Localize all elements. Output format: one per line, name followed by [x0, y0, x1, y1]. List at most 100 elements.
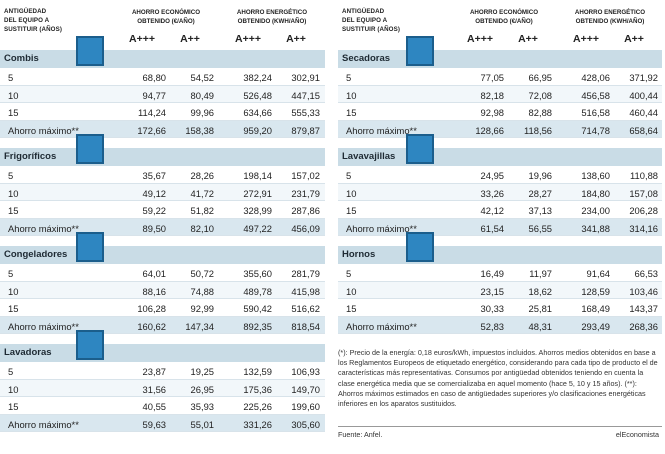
- value-cell: 287,86: [291, 205, 320, 216]
- table-row: 10 49,12 41,72 272,91 231,79: [0, 183, 325, 201]
- value-cell: 157,08: [629, 187, 658, 199]
- value-cell: 428,06: [581, 72, 610, 83]
- energy-header-line-2: OBTENIDO (KWH/AÑO): [575, 18, 645, 25]
- age-cell: 15: [346, 107, 357, 118]
- age-cell: 15: [8, 205, 19, 216]
- age-cell: 5: [8, 268, 14, 279]
- value-cell: 497,22: [243, 222, 272, 234]
- value-cell: 49,12: [142, 187, 166, 199]
- age-cell: 10: [346, 89, 357, 101]
- section-title-bar: Hornos: [338, 232, 662, 264]
- age-cell: 5: [8, 72, 14, 83]
- class-a3-header: A+++: [129, 33, 155, 45]
- value-cell: 82,10: [190, 222, 214, 234]
- value-cell: 77,05: [480, 72, 504, 83]
- value-cell: 41,72: [190, 187, 214, 199]
- value-cell: 382,24: [243, 72, 272, 83]
- age-cell: 10: [8, 383, 19, 395]
- fridge-combi-icon: [76, 36, 104, 66]
- value-cell: 168,49: [581, 303, 610, 314]
- age-cell: 10: [8, 285, 19, 297]
- section-title-bar: Lavavajillas: [338, 134, 662, 166]
- value-cell: 268,36: [629, 320, 658, 332]
- value-cell: 634,66: [243, 107, 272, 118]
- age-header-line-3: SUSTITUIR (AÑOS): [342, 26, 400, 33]
- class-a3-header: A+++: [467, 33, 493, 45]
- class-a2-header: A++: [518, 33, 538, 45]
- section-secadoras: Secadoras 5 77,05 66,95 428,06 371,92 10 82,18 7…: [338, 36, 662, 138]
- table-row: 5 24,95 19,96 138,60 110,88: [338, 166, 662, 184]
- table-row: 15 92,98 82,88 516,58 460,44: [338, 103, 662, 121]
- section-title: Secadoras: [342, 53, 391, 64]
- economic-header-line-2: OBTENIDO (€/AÑO): [137, 18, 195, 25]
- value-cell: 231,79: [291, 187, 320, 199]
- value-cell: 103,46: [629, 285, 658, 297]
- energy-saving-header: AHORRO ENERGÉTICO OBTENIDO (KWH/AÑO): [224, 8, 320, 26]
- value-cell: 11,97: [529, 268, 552, 279]
- age-cell: 5: [346, 268, 352, 279]
- value-cell: 66,95: [528, 72, 552, 83]
- value-cell: 128,66: [475, 124, 504, 136]
- value-cell: 555,33: [291, 107, 320, 118]
- value-cell: 16,49: [480, 268, 504, 279]
- value-cell: 341,88: [581, 222, 610, 234]
- value-cell: 82,18: [480, 89, 504, 101]
- max-saving-row: Ahorro máximo** 172,66 158,38 959,20 879,87: [0, 120, 325, 138]
- section-title-bar: Frigoríficos: [0, 134, 325, 166]
- value-cell: 80,49: [190, 89, 214, 101]
- value-cell: 68,80: [142, 72, 166, 83]
- value-cell: 91,64: [586, 268, 610, 279]
- section-frigoríficos: Frigoríficos 5 35,67 28,26 198,14 157,02 10 49,…: [0, 134, 325, 236]
- age-cell: 5: [8, 366, 14, 377]
- footnote: (*): Precio de la energía: 0,18 euros/kW…: [338, 348, 658, 409]
- value-cell: 99,96: [190, 107, 214, 118]
- economic-header-line-2: OBTENIDO (€/AÑO): [475, 18, 533, 25]
- value-cell: 106,93: [291, 366, 320, 377]
- value-cell: 149,70: [291, 383, 320, 395]
- value-cell: 35,93: [190, 401, 214, 412]
- table-row: 5 64,01 50,72 355,60 281,79: [0, 264, 325, 282]
- age-cell: Ahorro máximo**: [8, 222, 79, 234]
- value-cell: 328,99: [243, 205, 272, 216]
- value-cell: 128,59: [581, 285, 610, 297]
- value-cell: 293,49: [581, 320, 610, 332]
- max-saving-row: Ahorro máximo** 59,63 55,01 331,26 305,60: [0, 414, 325, 432]
- value-cell: 110,88: [630, 170, 658, 181]
- section-congeladores: Congeladores 5 64,01 50,72 355,60 281,79 10 88,…: [0, 232, 325, 334]
- value-cell: 516,58: [581, 107, 610, 118]
- value-cell: 302,91: [291, 72, 320, 83]
- age-cell: Ahorro máximo**: [346, 222, 417, 234]
- value-cell: 157,02: [291, 170, 320, 181]
- oven-icon: [406, 232, 434, 262]
- age-column-header: ANTIGÜEDAD DEL EQUIPO A SUSTITUIR (AÑOS): [342, 7, 412, 34]
- table-row: 5 68,80 54,52 382,24 302,91: [0, 68, 325, 86]
- age-cell: 15: [346, 303, 357, 314]
- value-cell: 31,56: [142, 383, 166, 395]
- brand-credit: elEconomista: [615, 430, 659, 439]
- age-header-line-1: ANTIGÜEDAD: [4, 8, 47, 15]
- age-header-line-2: DEL EQUIPO A: [342, 17, 388, 24]
- value-cell: 225,26: [243, 401, 272, 412]
- value-cell: 447,15: [291, 89, 320, 101]
- economic-saving-header: AHORRO ECONÓMICO OBTENIDO (€/AÑO): [118, 8, 214, 26]
- max-saving-row: Ahorro máximo** 52,83 48,31 293,49 268,36: [338, 316, 662, 334]
- table-row: 15 114,24 99,96 634,66 555,33: [0, 103, 325, 121]
- value-cell: 590,42: [243, 303, 272, 314]
- age-cell: 15: [8, 303, 19, 314]
- energy-saving-header: AHORRO ENERGÉTICO OBTENIDO (KWH/AÑO): [562, 8, 658, 26]
- value-cell: 147,34: [185, 320, 214, 332]
- age-cell: 5: [346, 72, 352, 83]
- table-row: 5 35,67 28,26 198,14 157,02: [0, 166, 325, 184]
- table-row: 15 59,22 51,82 328,99 287,86: [0, 201, 325, 219]
- value-cell: 28,27: [528, 187, 552, 199]
- age-cell: 5: [8, 170, 14, 181]
- table-row: 10 82,18 72,08 456,58 400,44: [338, 85, 662, 103]
- value-cell: 50,72: [190, 268, 214, 279]
- value-cell: 172,66: [137, 124, 166, 136]
- value-cell: 23,15: [480, 285, 504, 297]
- value-cell: 143,37: [629, 303, 658, 314]
- value-cell: 92,99: [190, 303, 214, 314]
- max-saving-row: Ahorro máximo** 89,50 82,10 497,22 456,09: [0, 218, 325, 236]
- energy-header-line-1: AHORRO ENERGÉTICO: [574, 9, 646, 16]
- section-title-bar: Lavadoras: [0, 330, 325, 362]
